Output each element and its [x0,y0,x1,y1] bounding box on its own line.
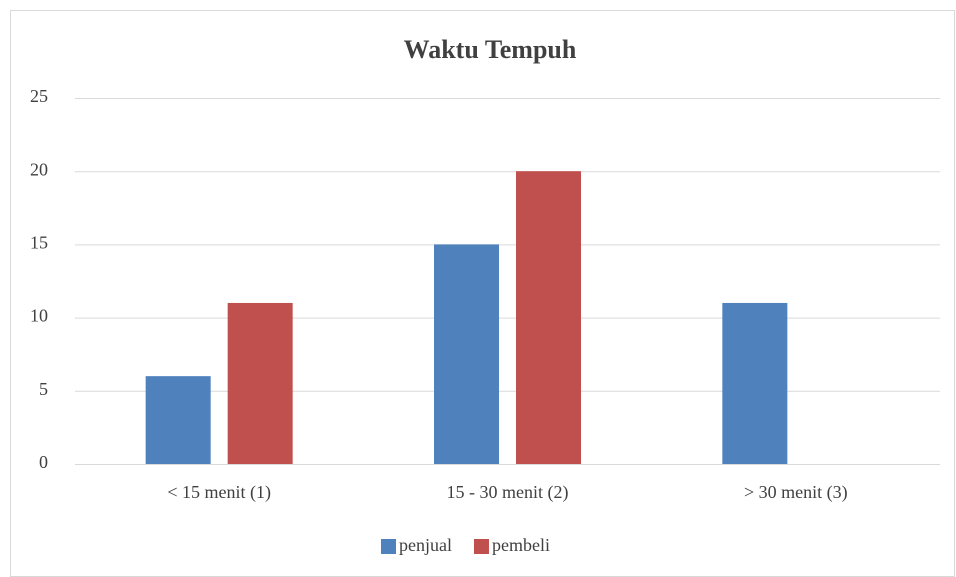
y-tick-label: 15 [30,233,48,253]
y-tick-label: 5 [39,379,48,399]
x-tick-label: 15 - 30 menit (2) [447,482,569,503]
y-tick-label: 10 [30,306,48,326]
x-tick-label: < 15 menit (1) [167,482,271,503]
x-tick-label: > 30 menit (3) [744,482,848,503]
bar [434,244,499,464]
bar [722,302,788,464]
chart-title: Waktu Tempuh [404,35,577,64]
legend-label: penjual [399,535,452,555]
bar [145,376,211,464]
bar [516,171,581,464]
y-tick-label: 0 [39,452,48,472]
legend-swatch [473,539,489,554]
legend-swatch [381,539,396,554]
bar [227,302,293,464]
legend-label: pembeli [492,535,550,555]
y-tick-label: 25 [30,86,48,106]
y-tick-label: 20 [30,159,48,179]
